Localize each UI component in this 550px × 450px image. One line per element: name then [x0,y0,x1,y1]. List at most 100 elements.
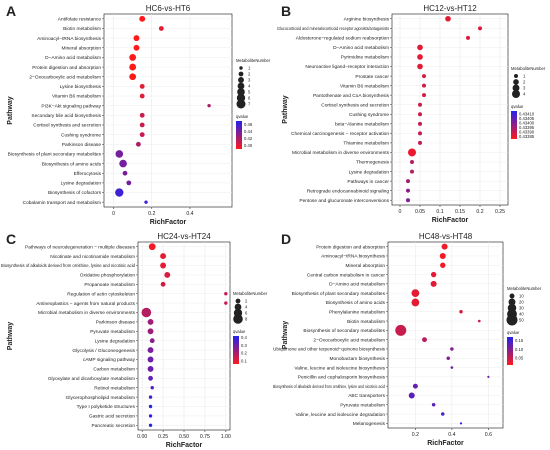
data-point [119,159,127,168]
data-point [446,356,450,360]
size-legend-label: 3 [248,78,251,83]
data-point [422,337,427,343]
data-point [122,170,128,176]
data-point [139,93,145,99]
color-legend-label: 0.1 [241,358,247,363]
size-legend-marker [514,74,518,78]
color-legend-label: 0.4 [241,335,247,340]
data-point [164,271,171,278]
data-point [148,414,153,418]
x-tick-label: 0.00 [137,434,147,440]
x-tick-label: 0 [399,209,402,215]
data-point [129,63,137,71]
size-legend-marker [513,79,519,85]
panel-title: HC24-vs-HT24 [157,232,211,241]
data-point [406,188,410,193]
plot-area [387,241,504,429]
data-point [147,356,154,363]
panel-letter: B [281,3,291,19]
y-tick-label: Prostate cancer [355,74,389,80]
data-point [406,198,410,203]
y-tick-label: Carbon metabolism [93,367,135,373]
plot-area [391,13,509,206]
data-point [412,383,418,389]
data-point [135,141,141,147]
y-tick-label: Cortisol synthesis and secretion [321,102,389,108]
y-tick-label: Antineoplastics − agents from natural pr… [36,301,135,307]
data-point [139,15,146,22]
size-legend-label: 4 [523,92,526,97]
y-tick-label: cAMP signaling pathway [83,357,136,363]
data-point [478,26,482,31]
y-tick-label: Penicillin and cephalosporin biosynthesi… [298,375,386,381]
y-tick-label: Microbial metabolism in diverse environm… [38,310,136,316]
color-legend-bar [511,111,517,139]
y-tick-label: Biosynthesis of alkaloids derived from o… [273,384,385,390]
y-tick-label: Nicotinate and nicotinamide metabolism [50,254,135,260]
size-legend-title: MetaboliteNumber [233,291,268,296]
x-tick-label: 0.2 [412,432,419,438]
data-point [417,63,423,70]
color-legend-label: 0.42 [244,136,253,141]
y-axis-label: Pathway [7,322,14,351]
color-legend-bar [236,121,242,149]
x-axis-label: RichFactor [166,442,203,449]
y-tick-label: Aminoacyl−tRNA biosynthesis [37,36,101,42]
y-tick-label: Biosynthesis of secondary metabolites [303,328,385,334]
y-tick-label: Biosynthesis of amino acids [42,161,102,167]
data-point [410,160,414,165]
data-point [395,324,407,336]
x-tick-label: 0.15 [455,209,465,215]
y-tick-label: Biosynthesis of cofactors [48,190,102,196]
data-point [115,188,124,197]
size-legend-label: 4 [248,84,251,89]
y-tick-label: Antifolate resistance [58,17,102,23]
panel-d: D HC48-vs-HT48 0.2 0.4 0.6 RichFactor Pathway P… [273,231,542,447]
y-tick-label: Biosynthesis of alkaloids derived from o… [1,263,135,269]
y-tick-label: Lysine degradation [349,169,390,175]
data-point [411,289,420,298]
data-point [477,319,481,323]
size-legend-marker [234,303,242,311]
data-point [430,280,437,287]
size-legend-marker [235,298,241,304]
y-tick-label: Propanoate metabolism [84,282,135,288]
y-tick-label: Cushing syndrome [349,112,389,118]
data-point [410,169,414,174]
data-point [459,422,463,425]
size-legend-label: 1 [248,66,251,71]
data-point [440,262,446,268]
y-tick-label: Cortisol synthesis and secretion [33,123,101,129]
size-legend-marker [512,84,520,92]
x-tick-label: 0.50 [179,434,189,440]
data-point [417,54,423,60]
color-legend-label: 0.44 [244,129,253,134]
y-tick-label: Valine, leucine and isoleucine degradati… [295,412,385,418]
data-point [408,392,415,399]
y-axis-label: Pathway [282,321,289,350]
y-tick-label: Lysine biosynthesis [60,84,102,90]
data-point [417,44,423,51]
y-tick-label: Valine, leucine and isoleucine biosynthe… [294,365,385,371]
data-point [207,103,211,108]
color-legend: qvalue 0.46 0.44 0.42 0.40 [236,114,253,149]
data-point [158,26,164,31]
y-tick-label: Pyrimidine metabolism [341,55,389,61]
size-legend-marker [512,90,520,98]
data-point [422,74,426,79]
data-point [148,423,153,427]
y-tick-label: 2−Oxocarboxylic acid metabolism [29,74,101,80]
data-point [129,73,137,81]
y-tick-label: Cushing syndrome [61,132,101,138]
data-point [148,375,153,381]
size-legend-marker [237,82,245,90]
data-point [430,271,437,278]
data-point [141,307,152,318]
data-point [422,83,426,88]
y-tick-label: Retrograde endocannabinoid signaling [307,188,389,194]
color-legend-label: 0.43390 [519,129,535,134]
size-legend-title: MetaboliteNumber [236,58,271,63]
